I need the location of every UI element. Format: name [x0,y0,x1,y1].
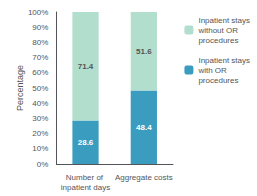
svg-text:40%: 40% [32,99,48,108]
svg-text:Percentage: Percentage [15,65,25,111]
svg-text:90%: 90% [32,23,48,32]
svg-text:30%: 30% [32,114,48,123]
svg-text:71.4: 71.4 [78,62,94,71]
svg-text:80%: 80% [32,38,48,47]
svg-text:without OR: without OR [197,26,238,35]
svg-text:procedures: procedures [198,36,238,45]
svg-text:Number of: Number of [66,173,106,182]
svg-text:100%: 100% [28,8,48,17]
svg-text:Inpatient stays: Inpatient stays [198,16,250,25]
svg-text:51.6: 51.6 [136,47,152,56]
svg-text:Inpatient stays: Inpatient stays [198,56,250,65]
svg-text:Aggregate costs: Aggregate costs [115,173,173,182]
svg-text:procedures: procedures [198,76,238,85]
svg-text:inpatient days: inpatient days [61,183,110,192]
svg-text:60%: 60% [32,68,48,77]
svg-text:with OR: with OR [197,66,227,75]
svg-text:0%: 0% [37,160,49,169]
svg-text:20%: 20% [32,129,48,138]
svg-text:50%: 50% [32,84,48,93]
svg-text:70%: 70% [32,53,48,62]
svg-text:28.6: 28.6 [78,138,94,147]
svg-text:10%: 10% [32,144,48,153]
svg-text:48.4: 48.4 [136,123,152,132]
